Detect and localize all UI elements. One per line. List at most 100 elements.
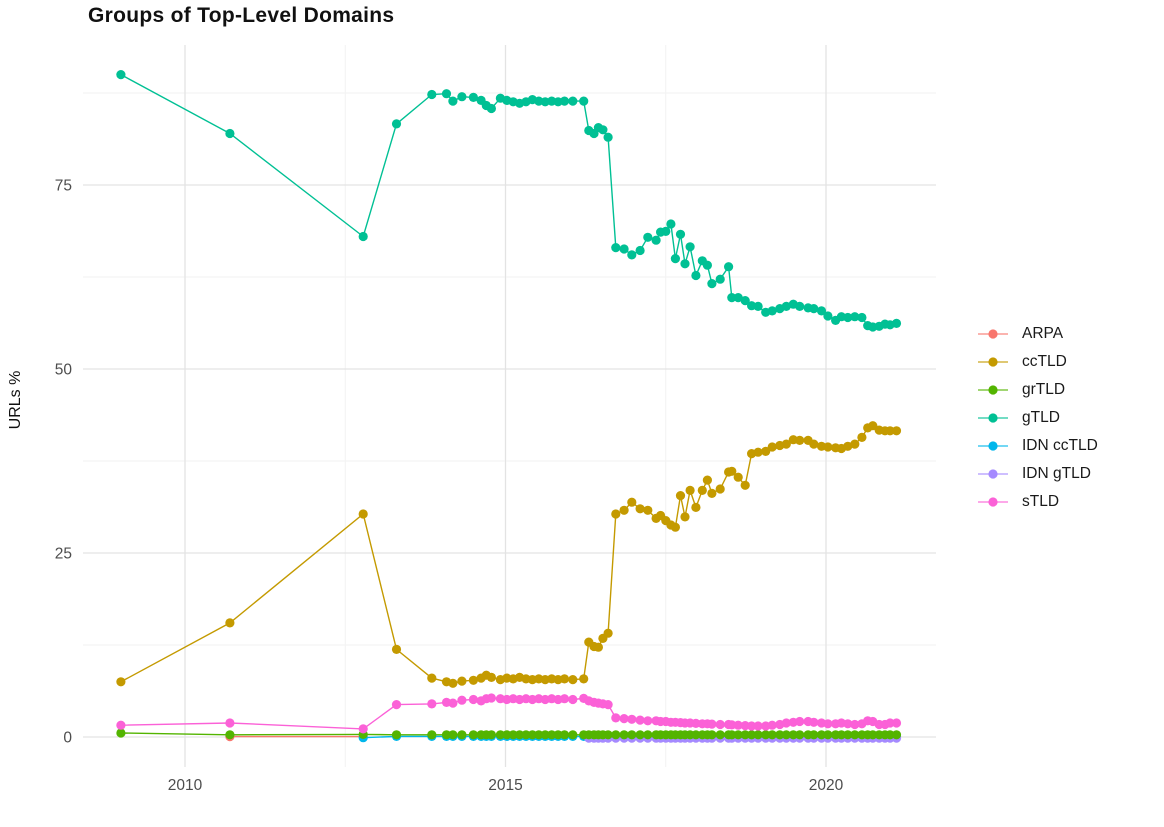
data-point-gTLD (707, 279, 717, 289)
data-point-gTLD (611, 243, 621, 253)
data-point-gTLD (702, 260, 713, 270)
data-point-ccTLD (850, 439, 860, 449)
legend-item-label: IDN gTLD (1022, 465, 1091, 482)
data-point-gTLD (358, 231, 368, 242)
data-point-grTLD (515, 730, 525, 740)
legend-item-stld: sTLD (976, 488, 1098, 516)
data-point-gTLD (468, 92, 478, 102)
data-point-sTLD (559, 694, 570, 704)
data-point-gTLD (603, 132, 613, 142)
data-point-grTLD (850, 730, 860, 740)
data-point-gTLD (598, 125, 608, 135)
chart-title: Groups of Top-Level Domains (88, 4, 395, 27)
data-point-grTLD (547, 730, 557, 740)
legend-key-icon (978, 441, 1008, 451)
data-point-gTLD (391, 119, 402, 129)
data-point-grTLD (486, 730, 496, 740)
x-tick-label-2010: 2010 (168, 777, 203, 794)
data-point-sTLD (795, 716, 805, 727)
data-point-ccTLD (795, 435, 805, 445)
data-point-gTLD (116, 70, 126, 80)
series-line-gTLD (120, 73, 897, 328)
data-point-gTLD (680, 259, 690, 269)
data-point-ccTLD (857, 432, 867, 442)
data-point-gTLD (635, 245, 645, 256)
data-point-ccTLD (761, 446, 771, 456)
data-point-sTLD (486, 693, 496, 703)
data-point-gTLD (448, 96, 458, 106)
data-point-grTLD (603, 730, 613, 740)
data-point-sTLD (603, 700, 613, 710)
data-point-gTLD (643, 232, 653, 242)
data-point-ccTLD (225, 618, 235, 628)
data-point-grTLD (441, 730, 452, 740)
data-point-gTLD (441, 89, 452, 99)
data-point-ccTLD (457, 676, 467, 686)
data-point-sTLD (116, 720, 126, 730)
data-point-gTLD (651, 235, 661, 245)
legend-item-label: IDN ccTLD (1022, 437, 1098, 454)
data-point-sTLD (715, 719, 725, 730)
data-point-grTLD (885, 730, 895, 740)
data-point-ccTLD (753, 447, 763, 457)
data-point-ccTLD (448, 678, 458, 688)
data-point-grTLD (568, 730, 578, 740)
data-point-sTLD (635, 715, 645, 725)
data-point-sTLD (781, 718, 791, 728)
data-point-sTLD (733, 720, 743, 730)
data-point-ccTLD (427, 673, 437, 683)
data-point-grTLD (707, 730, 717, 740)
data-point-ccTLD (891, 426, 902, 436)
data-point-ccTLD (809, 439, 819, 449)
y-tick-label-0: 0 (63, 730, 72, 747)
data-point-grTLD (727, 730, 737, 740)
data-point-gTLD (727, 293, 737, 303)
data-point-gTLD (850, 312, 860, 322)
data-point-ccTLD (358, 509, 368, 519)
data-point-ccTLD (697, 485, 707, 495)
data-point-gTLD (823, 311, 833, 321)
data-point-sTLD (627, 714, 637, 724)
data-point-ccTLD (740, 480, 750, 490)
data-point-grTLD (747, 730, 757, 740)
data-point-grTLD (619, 730, 629, 740)
data-point-ccTLD (486, 672, 496, 683)
data-point-ccTLD (680, 512, 690, 522)
y-tick-label-25: 25 (55, 546, 72, 563)
data-point-ccTLD (670, 522, 681, 532)
x-tick-label-2020: 2020 (809, 777, 844, 794)
data-point-grTLD (781, 730, 791, 740)
data-point-grTLD (891, 730, 902, 740)
legend-key-dot (988, 469, 998, 479)
data-point-grTLD (391, 730, 402, 740)
data-point-sTLD (747, 721, 757, 731)
data-point-sTLD (753, 721, 763, 731)
data-point-sTLD (885, 718, 895, 728)
legend-item-label: ARPA (1022, 325, 1064, 342)
data-point-ccTLD (685, 485, 695, 495)
data-point-grTLD (635, 730, 645, 740)
data-point-ccTLD (116, 677, 126, 687)
data-point-gTLD (675, 229, 686, 239)
data-point-ccTLD (611, 509, 621, 519)
data-point-ccTLD (733, 472, 743, 482)
legend-key-dot (988, 385, 998, 395)
data-point-sTLD (468, 694, 478, 705)
data-point-grTLD (627, 730, 637, 740)
legend-key-dot (988, 497, 998, 507)
data-point-grTLD (767, 730, 777, 740)
data-point-gTLD (670, 254, 681, 264)
series-grTLD (116, 728, 902, 740)
data-point-grTLD (868, 730, 878, 740)
data-point-sTLD (843, 719, 853, 729)
data-point-grTLD (553, 730, 563, 740)
data-point-gTLD (559, 96, 570, 106)
data-point-sTLD (850, 719, 860, 730)
data-point-ccTLD (715, 484, 725, 494)
legend-key-icon (978, 497, 1008, 507)
legend-key-dot (988, 357, 998, 367)
legend-key-dot (988, 329, 998, 339)
series-ARPA (225, 732, 368, 742)
data-point-grTLD (643, 730, 653, 740)
